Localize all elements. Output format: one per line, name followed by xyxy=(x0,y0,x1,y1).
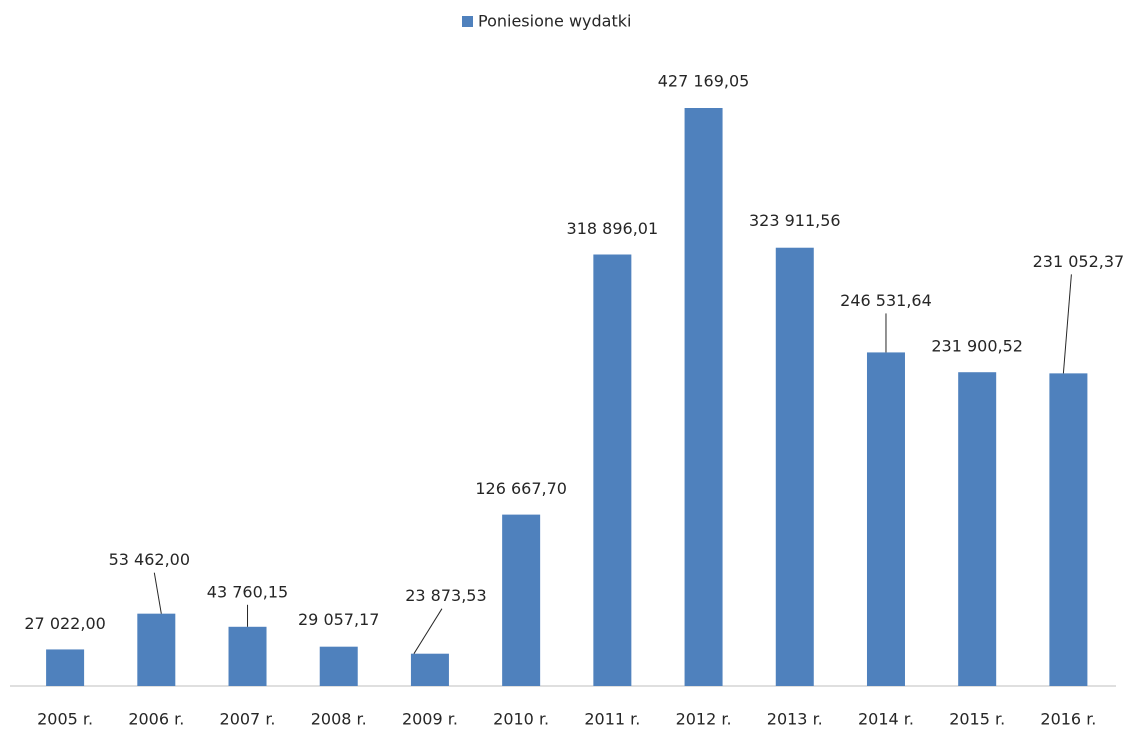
data-label: 246 531,64 xyxy=(840,291,932,310)
data-label: 53 462,00 xyxy=(109,550,190,569)
bar xyxy=(46,649,85,686)
leader-line xyxy=(153,572,162,614)
bar xyxy=(866,352,905,686)
x-tick-label: 2011 r. xyxy=(584,710,640,729)
bar xyxy=(775,247,814,687)
x-tick-label: 2007 r. xyxy=(220,710,276,729)
data-label: 318 896,01 xyxy=(567,219,659,238)
bar xyxy=(502,514,541,686)
data-label: 23 873,53 xyxy=(405,586,486,605)
bar xyxy=(958,372,997,686)
x-tick-label: 2005 r. xyxy=(37,710,93,729)
data-label: 126 667,70 xyxy=(475,479,567,498)
x-tick-label: 2016 r. xyxy=(1040,710,1096,729)
data-label: 29 057,17 xyxy=(298,610,379,629)
bar xyxy=(410,653,449,686)
x-tick-label: 2006 r. xyxy=(128,710,184,729)
legend-swatch xyxy=(462,16,473,27)
data-label: 231 900,52 xyxy=(931,337,1023,356)
bar xyxy=(1049,373,1088,686)
x-tick-label: 2009 r. xyxy=(402,710,458,729)
bar xyxy=(228,626,267,686)
x-tick-label: 2015 r. xyxy=(949,710,1005,729)
data-label: 231 052,37 xyxy=(1033,252,1125,271)
x-tick-label: 2008 r. xyxy=(311,710,367,729)
bar xyxy=(319,646,358,686)
data-label: 427 169,05 xyxy=(658,72,750,91)
data-label: 323 911,56 xyxy=(749,211,841,230)
legend-label: Poniesione wydatki xyxy=(478,12,631,31)
bar xyxy=(593,254,632,686)
x-tick-label: 2010 r. xyxy=(493,710,549,729)
leader-line xyxy=(413,608,443,654)
bar xyxy=(137,613,176,686)
bar xyxy=(684,108,723,686)
x-tick-label: 2014 r. xyxy=(858,710,914,729)
data-label: 43 760,15 xyxy=(207,582,288,601)
data-label: 27 022,00 xyxy=(24,614,105,633)
leader-line xyxy=(1062,274,1072,374)
x-tick-label: 2012 r. xyxy=(676,710,732,729)
x-tick-label: 2013 r. xyxy=(767,710,823,729)
